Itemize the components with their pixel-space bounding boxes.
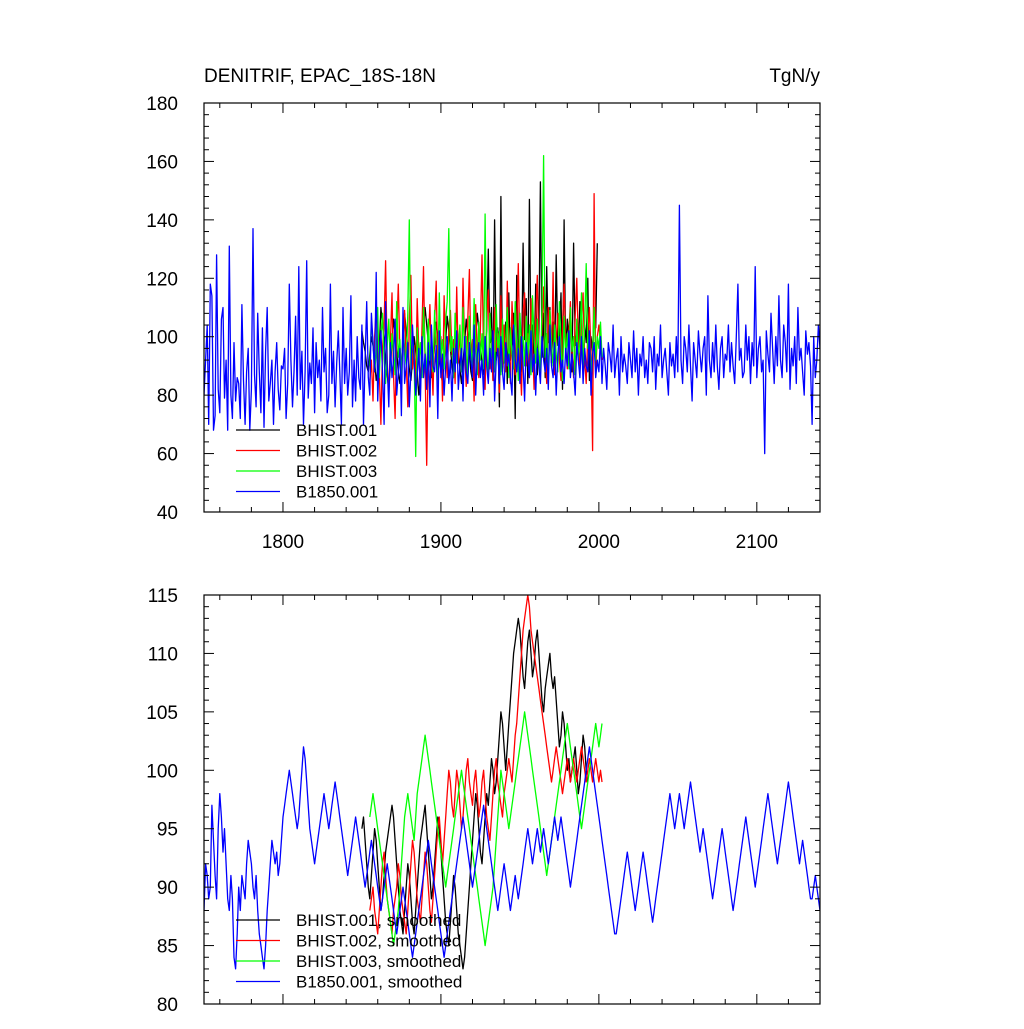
y-tick-label-top: 60 [157, 445, 178, 466]
y-tick-label-top: 140 [146, 211, 178, 232]
y-tick-label-bottom: 80 [157, 995, 178, 1016]
legend-label-bottom-4: B1850.001, smoothed [296, 973, 462, 992]
y-tick-label-bottom: 105 [146, 703, 178, 724]
y-tick-label-top: 120 [146, 269, 178, 290]
plot-frame-bottom [203, 594, 821, 1005]
chart-title: DENITRIF, EPAC_18S-18N [204, 66, 436, 87]
y-tick-label-bottom: 100 [146, 761, 178, 782]
legend-label-top-4: B1850.001 [296, 483, 378, 502]
series-line-bottom-3 [369, 711, 603, 947]
series-line-top-3 [369, 154, 603, 458]
series-line-bottom-4 [204, 746, 820, 970]
legend-label-top-3: BHIST.003 [296, 462, 377, 481]
y-tick-label-top: 180 [146, 94, 178, 115]
y-tick-label-top: 160 [146, 152, 178, 173]
legend-label-top-2: BHIST.002 [296, 442, 377, 461]
plot-frame-top [203, 102, 821, 513]
y-tick-label-bottom: 115 [148, 586, 178, 607]
series-line-bottom-2 [369, 595, 603, 935]
chart-units: TgN/y [769, 66, 820, 87]
y-tick-label-bottom: 90 [157, 878, 178, 899]
x-tick-label-top: 1900 [420, 532, 462, 553]
legend-label-top-1: BHIST.001 [296, 421, 377, 440]
y-tick-label-bottom: 85 [157, 937, 178, 958]
x-tick-label-top: 2100 [736, 532, 778, 553]
y-tick-label-top: 80 [157, 386, 178, 407]
series-line-bottom-1 [361, 617, 589, 970]
y-tick-label-bottom: 110 [148, 644, 178, 665]
y-tick-label-top: 40 [157, 503, 178, 524]
y-tick-label-bottom: 95 [157, 820, 178, 841]
legend-label-bottom-2: BHIST.002, smoothed [296, 932, 461, 951]
legend-label-bottom-1: BHIST.001, smoothed [296, 911, 461, 930]
x-tick-label-top: 1800 [262, 532, 304, 553]
y-tick-label-top: 100 [146, 328, 178, 349]
legend-label-bottom-3: BHIST.003, smoothed [296, 952, 461, 971]
x-tick-label-top: 2000 [578, 532, 620, 553]
series-line-top-4 [204, 204, 820, 455]
